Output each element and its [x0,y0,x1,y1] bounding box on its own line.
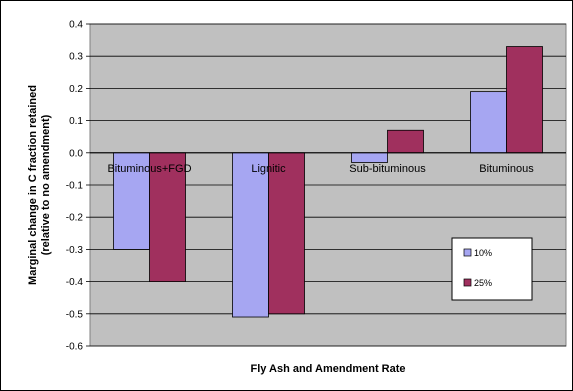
category-label: Bituminous+FGD [107,163,191,175]
y-axis-title-line-2: (relative to no amendment) [40,114,52,255]
category-labels: Bituminous+FGD Lignitic Sub-bituminous Bitu… [107,163,534,175]
y-tick-label: -0.1 [66,181,84,192]
y-axis-title-line-1: Marginal change in C fraction retained [27,85,39,285]
legend-label-10pct: 10% [474,248,492,258]
y-tick-label: 0.4 [69,20,83,31]
category-label: Lignitic [251,163,286,175]
y-tick-label: 0.3 [69,52,83,63]
bar-bituminous-10pct [470,91,507,154]
bar-sub-bituminous-25pct [387,129,424,154]
y-tick-labels: 0.4 0.3 0.2 0.1 0.0 -0.1 -0.2 -0.3 -0.4 -0.5 -0.6 [66,20,84,353]
y-tick-label: 0.2 [69,84,83,95]
legend-box [451,237,533,301]
bar-sub-bituminous-10pct [351,152,388,163]
y-tick-label: 0.1 [69,116,83,127]
x-axis-title: Fly Ash and Amendment Rate [250,363,405,375]
y-tick-label: -0.5 [66,309,84,320]
bar-bituminous-25pct [506,46,543,154]
y-tick-label: -0.6 [66,342,84,353]
y-tick-label: 0.0 [69,148,83,159]
legend-swatch-10pct [463,248,472,257]
y-tick-label: -0.2 [66,213,84,224]
category-label: Sub-bituminous [349,163,426,175]
y-tick-label: -0.4 [66,277,84,288]
bar-lignitic-10pct [232,152,269,318]
y-tick-label: -0.3 [66,245,84,256]
category-label: Bituminous [479,163,534,175]
legend: 10% 25% [451,237,533,301]
legend-swatch-25pct [463,278,472,287]
bar-lignitic-25pct [268,152,305,315]
bar-bituminous-fgd-10pct [113,152,150,250]
y-axis-title: Marginal change in C fraction retained (… [27,85,52,285]
legend-label-25pct: 25% [474,278,492,288]
